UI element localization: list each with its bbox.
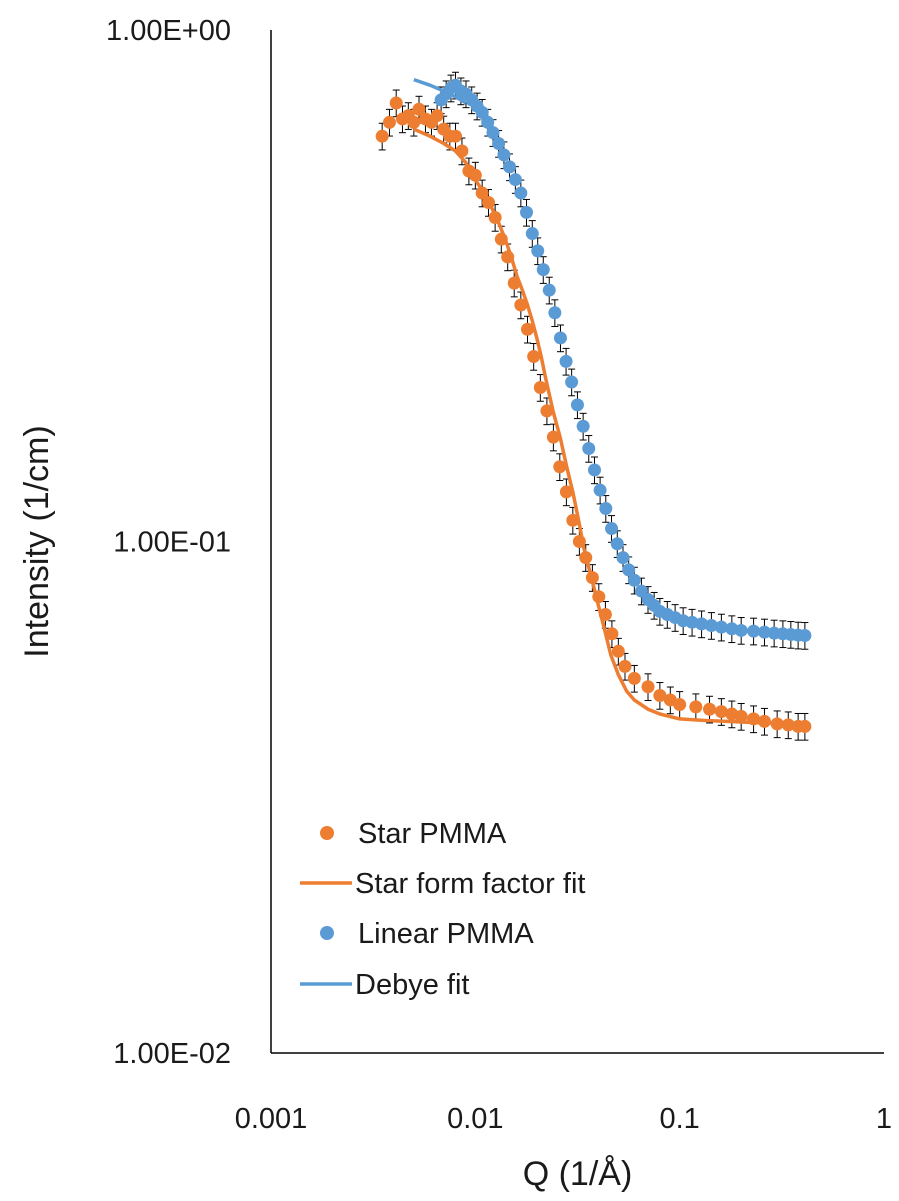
legend-item-linear-pmma: Linear PMMA [320, 918, 534, 950]
data-point [570, 398, 584, 412]
series-2 [434, 78, 812, 642]
legend: Star PMMA Star form factor fit Linear PM… [300, 818, 585, 1001]
data-point [627, 671, 641, 685]
data-point [798, 628, 812, 642]
data-point [412, 102, 426, 116]
data-point [559, 485, 573, 499]
data-point [653, 688, 667, 702]
data-point [486, 126, 500, 140]
data-point [599, 502, 613, 516]
data-point [533, 381, 547, 395]
legend-item-star-pmma: Star PMMA [320, 818, 507, 850]
data-point [641, 680, 655, 694]
x-tick-label: 0.1 [660, 1103, 700, 1135]
series-1 [413, 127, 805, 726]
data-point [703, 702, 717, 716]
data-point [389, 96, 403, 110]
data-point [536, 263, 550, 277]
data-point [492, 136, 506, 150]
data-point [559, 354, 573, 368]
error-bars [378, 71, 809, 741]
data-point [520, 205, 534, 219]
data-point [525, 227, 539, 241]
data-point [714, 705, 728, 719]
data-point [611, 644, 625, 658]
data-point [616, 551, 630, 565]
legend-label-debye-fit: Debye fit [355, 969, 469, 1001]
legend-item-star-fit: Star form factor fit [300, 868, 585, 900]
data-point [734, 623, 748, 637]
data-point [714, 620, 728, 634]
data-point [542, 283, 556, 297]
data-point [689, 700, 703, 714]
data-point [576, 419, 590, 433]
x-tick-label: 0.001 [235, 1103, 308, 1135]
data-point [757, 625, 771, 639]
series-layer [375, 77, 812, 733]
y-tick-labels: 1.00E-02 1.00E-01 1.00E+00 [106, 15, 231, 1070]
data-point [430, 109, 444, 123]
series-3 [413, 77, 467, 105]
data-point [593, 483, 607, 497]
data-point [540, 404, 554, 418]
data-point [527, 349, 541, 363]
data-point [582, 441, 596, 455]
series-line [413, 77, 467, 105]
data-point [546, 430, 560, 444]
x-tick-label: 1 [876, 1103, 892, 1135]
data-point [548, 306, 562, 320]
y-tick-label: 1.00E-02 [113, 1038, 231, 1070]
data-point [520, 322, 534, 336]
y-tick-label: 1.00E+00 [106, 15, 231, 47]
y-axis-title: Intensity (1/cm) [18, 425, 56, 657]
data-point [734, 709, 748, 723]
data-point [565, 375, 579, 389]
data-point [605, 522, 619, 536]
data-point [553, 460, 567, 474]
data-point [588, 463, 602, 477]
legend-label-star-pmma: Star PMMA [358, 818, 507, 850]
data-point [407, 115, 421, 129]
data-point [508, 173, 522, 187]
data-point [566, 513, 580, 527]
data-point [695, 617, 709, 631]
legend-marker-star-pmma [320, 826, 334, 840]
series-0 [375, 96, 812, 733]
data-point [503, 160, 517, 174]
y-tick-label: 1.00E-01 [113, 527, 231, 559]
legend-marker-linear-pmma [320, 926, 334, 940]
data-point [497, 148, 511, 162]
data-point [514, 298, 528, 312]
data-point [531, 244, 545, 258]
data-point [375, 129, 389, 143]
legend-label-star-fit: Star form factor fit [355, 868, 585, 900]
data-point [553, 331, 567, 345]
x-tick-label: 0.01 [447, 1103, 503, 1135]
data-point [627, 573, 641, 587]
x-tick-labels: 0.001 0.01 0.1 1 [235, 1103, 892, 1135]
data-point [514, 186, 528, 200]
data-point [798, 719, 812, 733]
legend-item-debye-fit: Debye fit [300, 969, 469, 1001]
legend-label-linear-pmma: Linear PMMA [358, 918, 534, 950]
data-point [610, 537, 624, 551]
x-axis-title: Q (1/Å) [523, 1155, 633, 1193]
data-point [475, 105, 489, 119]
data-point [673, 698, 687, 712]
data-point [618, 659, 632, 673]
data-point [747, 624, 761, 638]
data-point [481, 115, 495, 129]
data-point [704, 619, 718, 633]
data-point [605, 627, 619, 641]
data-point [382, 115, 396, 129]
series-line [413, 127, 805, 726]
data-point [622, 563, 636, 577]
data-point [449, 129, 463, 143]
plot-area [270, 30, 884, 1054]
